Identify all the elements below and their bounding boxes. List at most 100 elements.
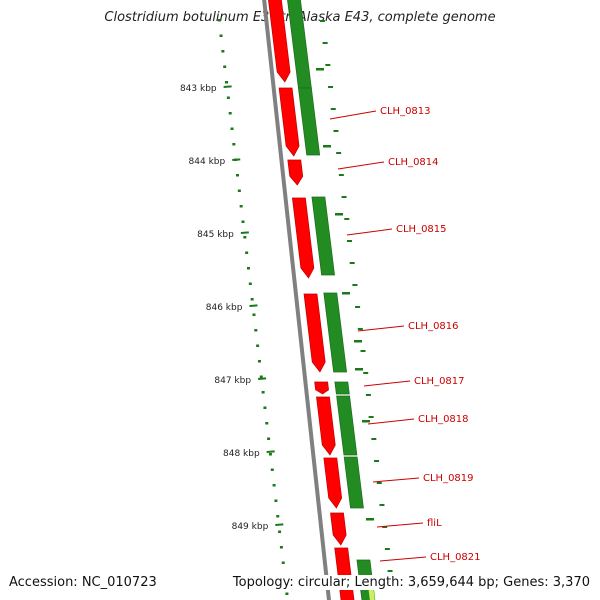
outer-dash [344, 218, 350, 220]
outer-dash [319, 20, 325, 22]
outer-dash [371, 438, 377, 440]
outer-dash [342, 292, 350, 295]
outer-dash [374, 460, 380, 462]
outer-dash [376, 482, 382, 484]
major-tick [240, 231, 249, 234]
outer-dash [323, 145, 331, 148]
accession-text: Accession: NC_010723 [9, 575, 157, 590]
minor-tick [239, 205, 243, 208]
outer-dash [384, 548, 390, 550]
outer-dash [355, 368, 363, 371]
gene-block [334, 381, 350, 395]
minor-tick [236, 174, 240, 177]
minor-tick [232, 143, 236, 146]
minor-tick [263, 406, 267, 409]
gene-label: CLH_0816 [408, 321, 459, 332]
gene-label: CLH_0818 [418, 414, 469, 425]
outer-dash [335, 213, 343, 216]
gene-leader-line [357, 325, 405, 332]
topology-text: Topology: circular; Length: 3,659,644 bp… [232, 575, 590, 590]
minor-tick [230, 127, 234, 130]
kbp-tick-label: 847 kbp [214, 376, 251, 386]
minor-tick [257, 360, 261, 363]
outer-dash [328, 86, 334, 88]
outer-dash [382, 526, 388, 528]
outer-dash [357, 328, 363, 330]
minor-tick [276, 515, 280, 518]
outer-dash [387, 570, 393, 572]
outer-dash [341, 196, 347, 198]
minor-tick [285, 592, 289, 595]
major-tick [249, 304, 258, 307]
gene-leader-line [372, 477, 420, 483]
gene-leader-line [329, 110, 377, 120]
outer-dash [355, 306, 361, 308]
minor-tick [237, 189, 241, 192]
gene-label: CLH_0815 [396, 224, 447, 235]
major-tick [232, 158, 241, 161]
gene-label: CLH_0817 [414, 376, 465, 387]
minor-tick [219, 34, 223, 37]
major-tick [258, 377, 267, 380]
outer-dash [366, 518, 374, 521]
outer-dash [362, 420, 370, 423]
minor-tick [228, 112, 232, 115]
kbp-tick-label: 845 kbp [197, 230, 234, 240]
minor-tick [221, 50, 225, 53]
gene-label: CLH_0814 [388, 157, 439, 168]
cds-arrow [278, 87, 300, 157]
kbp-tick-label: 846 kbp [206, 303, 243, 313]
minor-tick [250, 298, 254, 301]
outer-dash [322, 42, 328, 44]
gene-block [297, 87, 321, 156]
minor-tick [226, 96, 230, 99]
cds-arrow [303, 293, 326, 373]
kbp-tick-label: 849 kbp [232, 522, 269, 532]
minor-tick [267, 437, 271, 440]
minor-tick [245, 251, 249, 254]
gene-block [343, 456, 364, 509]
outer-dash [333, 130, 339, 132]
outer-dash [363, 372, 369, 374]
minor-tick [261, 391, 265, 394]
cds-arrow [291, 197, 315, 279]
minor-tick [252, 313, 256, 316]
minor-tick [254, 329, 258, 332]
gene-block [323, 292, 348, 373]
gene-leader-line [346, 228, 393, 236]
cds-arrow [334, 547, 355, 600]
gene-label: CLH_0821 [430, 552, 481, 563]
outer-dash [325, 64, 331, 66]
gene-leader-line [379, 556, 427, 562]
gene-leader-line [337, 161, 385, 170]
minor-tick [270, 468, 274, 471]
gene-leader-line [367, 418, 415, 425]
cds-arrow [287, 159, 304, 186]
minor-tick [278, 530, 282, 533]
minor-tick [248, 282, 252, 285]
cds-arrow [323, 457, 343, 509]
outer-dash [338, 174, 344, 176]
cds-arrow [268, 0, 291, 83]
gene-label: CLH_0819 [423, 473, 474, 484]
outer-dash [365, 394, 371, 396]
gene-leader-line [363, 380, 411, 387]
major-tick [266, 450, 275, 453]
minor-tick [246, 267, 250, 270]
kbp-tick-label: 848 kbp [223, 449, 260, 459]
minor-tick [279, 546, 283, 549]
minor-tick [217, 19, 221, 22]
minor-tick [281, 561, 285, 564]
minor-tick [256, 344, 260, 347]
kbp-tick-label: 844 kbp [189, 157, 226, 167]
minor-tick [265, 422, 269, 425]
outer-dash [352, 284, 358, 286]
cds-arrow [316, 396, 336, 456]
outer-dash [346, 240, 352, 242]
minor-tick [241, 220, 245, 223]
gene-label: CLH_0813 [380, 106, 431, 117]
major-tick [275, 523, 284, 526]
minor-tick [243, 236, 247, 239]
minor-tick [268, 453, 272, 456]
